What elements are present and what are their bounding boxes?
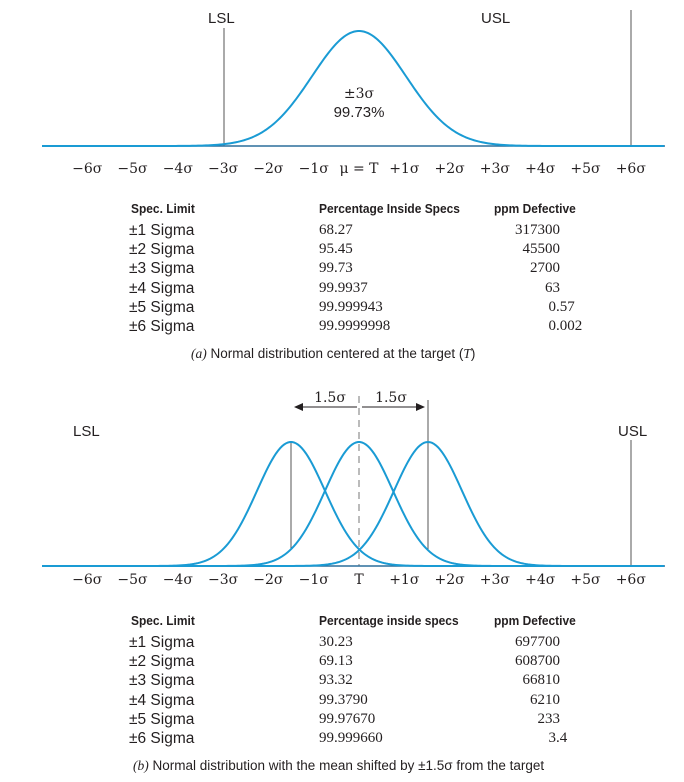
cell-percent: 69.13 — [319, 653, 353, 670]
a-tick-11: +5σ — [570, 161, 601, 177]
caption-a-target: T — [463, 346, 471, 361]
cell-spec: ±4 Sigma — [129, 691, 195, 709]
cell-spec: ±3 Sigma — [129, 260, 195, 278]
panel-a-plot: LSL USL ±3σ 99.73% −6σ −5σ −4σ −3σ −2σ −1σ μ =… — [42, 10, 665, 177]
a-tick-12: +6σ — [616, 161, 647, 177]
table-b-header-ppm: ppm Defective — [494, 613, 576, 628]
normal-curve-centered-b — [42, 441, 664, 567]
table-a-header-percent: Percentage Inside Specs — [319, 201, 460, 216]
cell-spec: ±6 Sigma — [129, 318, 195, 335]
cell-percent: 93.32 — [319, 672, 353, 689]
normal-curve-centered — [42, 30, 664, 147]
cell-percent: 68.27 — [319, 222, 353, 238]
normal-curve-shifted-left — [42, 441, 664, 567]
center-percent-label: 99.73% — [334, 104, 385, 121]
cell-ppm: 0.002 — [548, 318, 583, 334]
a-tick-2: −4σ — [163, 161, 194, 177]
normal-curve-shifted-right — [42, 440, 664, 567]
a-tick-7: +1σ — [389, 161, 420, 177]
b-tick-8: +2σ — [434, 572, 465, 588]
cell-ppm: 6210 — [530, 691, 560, 708]
cell-percent: 99.9999998 — [319, 318, 391, 334]
caption-b: (b) Normal distribution with the mean sh… — [133, 758, 544, 774]
cell-spec: ±1 Sigma — [129, 634, 195, 651]
cell-spec: ±2 Sigma — [129, 241, 195, 259]
usl-label-b: USL — [618, 423, 647, 440]
cell-ppm: 697700 — [515, 634, 560, 650]
panel-b-plot: 1.5σ 1.5σ LSL USL −6σ −5σ −4σ −3σ −2σ −1σ T +1σ… — [42, 390, 665, 588]
lsl-label-a: LSL — [208, 10, 235, 27]
a-tick-4: −2σ — [253, 161, 284, 177]
a-tick-10: +4σ — [525, 161, 556, 177]
a-tick-9: +3σ — [480, 161, 511, 177]
cell-percent: 99.97670 — [319, 710, 376, 727]
table-b-header-percent: Percentage inside specs — [319, 613, 459, 628]
cell-spec: ±2 Sigma — [129, 653, 195, 671]
b-tick-9: +3σ — [480, 572, 511, 588]
center-sigma-label: ±3σ — [344, 86, 375, 102]
cell-spec: ±6 Sigma — [129, 730, 195, 747]
cell-percent: 99.999660 — [319, 730, 383, 746]
cell-percent: 99.999943 — [319, 298, 383, 315]
x-tick-labels-b: −6σ −5σ −4σ −3σ −2σ −1σ T +1σ +2σ +3σ +4σ +5σ +6σ — [72, 572, 646, 588]
b-tick-12: +6σ — [616, 572, 647, 588]
cell-ppm: 63 — [545, 279, 560, 296]
cell-spec: ±4 Sigma — [129, 279, 195, 297]
cell-percent: 99.3790 — [319, 691, 368, 708]
table-a-header-spec: Spec. Limit — [131, 201, 195, 216]
cell-spec: ±1 Sigma — [129, 222, 195, 239]
a-tick-5: −1σ — [299, 161, 330, 177]
shift-left-label: 1.5σ — [314, 390, 346, 406]
table-a-header-ppm: ppm Defective — [494, 201, 576, 216]
caption-a-end: ) — [470, 346, 476, 361]
b-tick-11: +5σ — [570, 572, 601, 588]
cell-ppm: 2700 — [530, 260, 560, 277]
usl-label-a: USL — [481, 10, 510, 27]
b-tick-6: T — [354, 572, 364, 588]
cell-ppm: 608700 — [515, 653, 560, 670]
caption-a: (a) Normal distribution centered at the … — [191, 346, 475, 362]
cell-percent: 99.9937 — [319, 279, 368, 296]
caption-b-letter: (b) — [133, 758, 149, 773]
b-tick-5: −1σ — [299, 572, 330, 588]
cell-ppm: 45500 — [522, 241, 561, 258]
caption-a-letter: (a) — [191, 346, 207, 361]
b-tick-7: +1σ — [389, 572, 420, 588]
cell-ppm: 66810 — [522, 672, 561, 689]
cell-ppm: 0.57 — [548, 298, 575, 315]
b-tick-10: +4σ — [525, 572, 556, 588]
cell-spec: ±3 Sigma — [129, 672, 195, 690]
cell-spec: ±5 Sigma — [129, 710, 195, 728]
a-tick-3: −3σ — [208, 161, 239, 177]
b-tick-1: −5σ — [117, 572, 148, 588]
cell-ppm: 317300 — [515, 222, 560, 238]
shift-arrow-right — [362, 403, 425, 411]
a-tick-8: +2σ — [434, 161, 465, 177]
caption-a-text: Normal distribution centered at the targ… — [206, 346, 464, 361]
cell-ppm: 233 — [537, 710, 561, 727]
a-tick-6: μ = T — [339, 161, 379, 177]
cell-percent: 95.45 — [319, 241, 353, 258]
shift-right-label: 1.5σ — [375, 390, 407, 406]
x-tick-labels-a: −6σ −5σ −4σ −3σ −2σ −1σ μ = T +1σ +2σ +3σ +4σ +5σ +6… — [72, 161, 646, 177]
b-tick-2: −4σ — [163, 572, 194, 588]
cell-percent: 30.23 — [319, 634, 353, 650]
table-b-header-spec: Spec. Limit — [131, 613, 195, 628]
a-tick-1: −5σ — [117, 161, 148, 177]
b-tick-3: −3σ — [208, 572, 239, 588]
caption-b-text: Normal distribution with the mean shifte… — [148, 758, 545, 773]
lsl-label-b: LSL — [73, 423, 100, 440]
a-tick-0: −6σ — [72, 161, 103, 177]
shift-arrow-left — [294, 403, 357, 411]
b-tick-4: −2σ — [253, 572, 284, 588]
cell-spec: ±5 Sigma — [129, 298, 195, 316]
b-tick-0: −6σ — [72, 572, 103, 588]
cell-percent: 99.73 — [319, 260, 353, 277]
cell-ppm: 3.4 — [548, 730, 568, 746]
